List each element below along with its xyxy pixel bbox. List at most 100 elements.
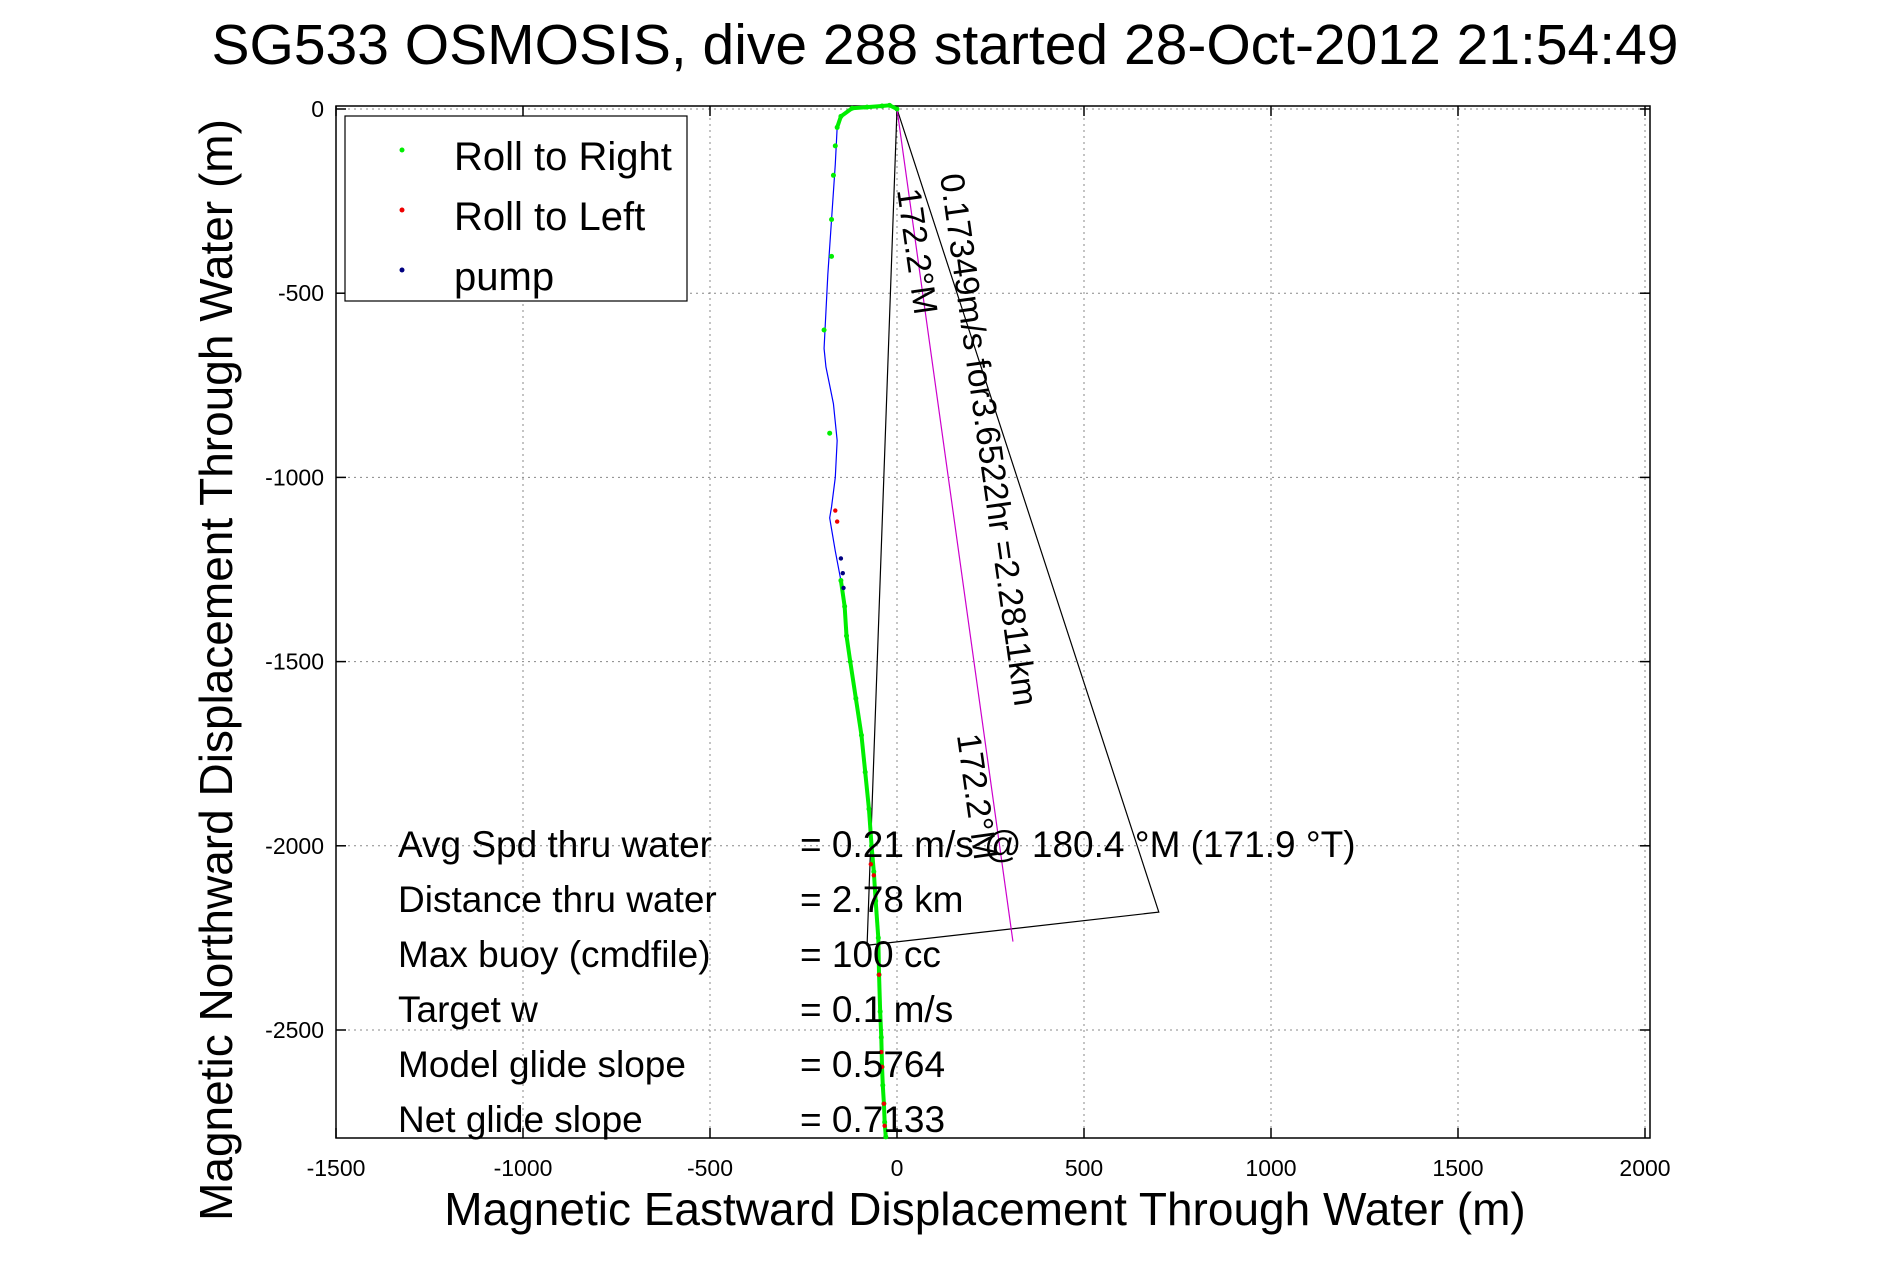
roll-right-point <box>827 430 833 436</box>
legend-label: pump <box>454 255 554 299</box>
roll-right-point <box>875 935 881 941</box>
roll-right-point <box>847 659 853 665</box>
track-line <box>823 104 898 1137</box>
plot-frame <box>335 105 1651 1139</box>
roll-right-point <box>869 843 875 849</box>
roll-left-point <box>834 519 840 524</box>
annotation-value: = 0.1 m/s <box>800 989 953 1030</box>
roll-left-point <box>868 862 874 867</box>
roll-right-segment <box>881 1103 887 1123</box>
roll-right-point <box>882 1119 888 1125</box>
roll-right-point <box>853 695 859 701</box>
legend-marker <box>399 267 405 273</box>
x-tick-label: -1000 <box>494 1155 553 1181</box>
stats-annotations: Avg Spd thru water = 0.21 m/s @ 180.4 °M … <box>398 824 1356 1140</box>
x-tick-label: -1500 <box>307 1155 366 1181</box>
pump-point <box>841 585 846 591</box>
chart-title: SG533 OSMOSIS, dive 288 started 28-Oct-2… <box>212 13 1679 77</box>
roll-right-point <box>842 603 848 609</box>
roll-right-point <box>883 1134 889 1140</box>
legend-label: Roll to Left <box>454 195 645 239</box>
roll-right-point <box>838 113 844 119</box>
roll-left-point <box>876 972 882 977</box>
x-axis-label: Magnetic Eastward Displacement Through W… <box>444 1183 1525 1235</box>
roll-right-segment <box>873 900 881 939</box>
annotation-value: = 0.7133 <box>800 1099 945 1140</box>
roll-right-point <box>879 103 885 109</box>
roll-right-point <box>878 1034 884 1040</box>
roll-right-segment <box>863 771 871 810</box>
roll-right-point <box>887 102 893 108</box>
x-tick-label: 1500 <box>1432 1155 1483 1181</box>
annotation-label: Target w <box>398 989 538 1030</box>
roll-right-segment <box>848 661 858 699</box>
current-vector-line <box>896 108 1014 942</box>
y-tick-label: -1500 <box>265 649 324 675</box>
roll-left-point <box>871 873 877 878</box>
roll-right-point <box>880 1082 886 1088</box>
roll-right-point <box>834 124 840 130</box>
x-tick-label: 0 <box>891 1155 904 1181</box>
annotation-label: Max buoy (cmdfile) <box>398 934 711 975</box>
x-tick-label: 1000 <box>1245 1155 1296 1181</box>
x-tick-label: 2000 <box>1619 1155 1670 1181</box>
roll-right-segment <box>876 937 882 975</box>
legend: Roll to Right Roll to Left pump <box>344 115 688 302</box>
pump-point <box>838 556 844 561</box>
rotated-label: 0.17349m/s for3.6522hr =2.2811km <box>932 171 1044 708</box>
grid-lines <box>336 106 1650 1138</box>
legend-label: Roll to Right <box>454 135 672 179</box>
roll-right-segment <box>838 580 847 607</box>
y-axis-label: Magnetic Northward Displacement Through … <box>190 119 242 1221</box>
roll-right-point <box>866 806 872 812</box>
roll-right-point <box>873 898 879 904</box>
annotation-value: = 2.78 km <box>800 879 964 920</box>
roll-left-point <box>881 1101 887 1106</box>
roll-right-point <box>829 253 835 259</box>
data-marks <box>821 102 1160 1140</box>
roll-right-segment <box>866 104 883 110</box>
roll-right-point <box>838 578 844 584</box>
roll-right-point <box>829 217 835 223</box>
roll-right-segment <box>869 845 876 872</box>
y-tick-label: -2500 <box>265 1017 324 1043</box>
roll-right-segment <box>853 698 864 736</box>
roll-right-point <box>877 1009 883 1015</box>
pump-point <box>840 570 845 576</box>
displacement-triangle <box>866 108 1160 946</box>
roll-right-segment <box>878 1011 884 1038</box>
roll-right-segment <box>842 606 849 636</box>
annotation-label: Avg Spd thru water <box>398 824 712 865</box>
roll-right-point <box>830 172 836 178</box>
x-tick-label: -500 <box>687 1155 733 1181</box>
roll-right-point <box>821 327 827 333</box>
roll-right-point <box>832 143 838 149</box>
roll-right-segment <box>851 105 868 111</box>
roll-left-point <box>879 1064 885 1070</box>
roll-right-segment <box>859 735 868 773</box>
x-tick-label: 500 <box>1065 1155 1103 1181</box>
y-tick-label: 0 <box>311 96 324 122</box>
annotation-label: Distance thru water <box>398 879 717 920</box>
y-tick-label: -500 <box>278 280 324 306</box>
roll-right-point <box>864 104 870 110</box>
roll-right-segment <box>877 974 883 1012</box>
annotation-value: = 100 cc <box>800 934 941 975</box>
roll-left-point <box>879 1049 884 1055</box>
roll-right-point <box>894 106 900 112</box>
roll-right-segment <box>880 1066 885 1086</box>
roll-right-point <box>858 732 864 738</box>
legend-marker <box>399 147 405 153</box>
annotation-label: Net glide slope <box>398 1099 643 1140</box>
roll-right-segment <box>880 1085 886 1104</box>
roll-right-segment <box>844 635 853 662</box>
roll-right-point <box>871 869 877 875</box>
y-tick-label: -1000 <box>265 464 324 490</box>
roll-left-point <box>833 508 838 513</box>
roll-right-segment <box>866 808 874 846</box>
legend-marker <box>399 207 405 213</box>
annotation-value: = 0.21 m/s @ 180.4 °M (171.9 °T) <box>800 824 1356 865</box>
annotation-label: Model glide slope <box>398 1044 686 1085</box>
annotation-value: = 0.5764 <box>800 1044 945 1085</box>
